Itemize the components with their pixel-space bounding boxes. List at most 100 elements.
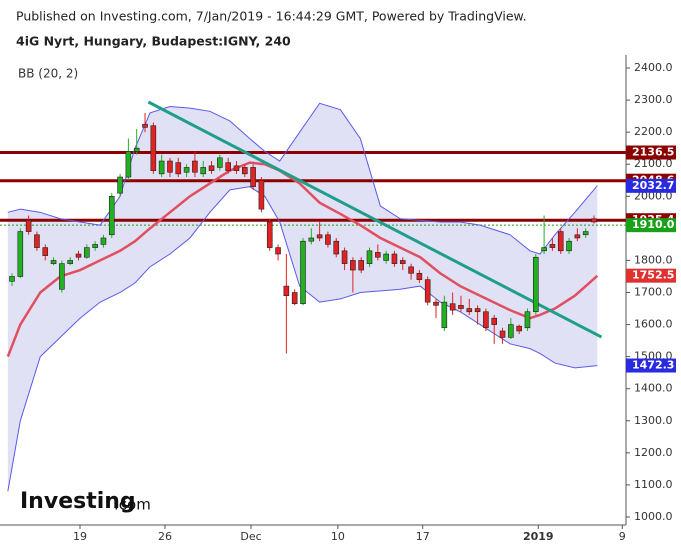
candle-body <box>275 247 281 255</box>
candle-body <box>433 301 439 306</box>
y-tick-label: 1400.0 <box>634 382 673 395</box>
candle-body <box>508 324 514 338</box>
candle-body <box>75 253 82 258</box>
publisher-line: Published on Investing.com, 7/Jan/2019 -… <box>16 9 527 24</box>
candle-body <box>142 123 148 128</box>
candle-body <box>341 250 348 264</box>
y-tick-label: 2100.0 <box>634 157 673 170</box>
candle-body <box>50 260 57 264</box>
candle-body <box>325 234 331 245</box>
x-tick-label: 9 <box>619 530 626 543</box>
candle-body <box>250 167 256 187</box>
candle-body <box>92 244 98 248</box>
candle-body <box>233 165 240 171</box>
candle-body <box>25 220 32 232</box>
y-tick-label: 2400.0 <box>634 61 673 74</box>
price-label: 1752.5 <box>632 269 674 282</box>
plot-area: 1000.01100.01200.01300.01400.01500.01600… <box>0 55 676 543</box>
candle-body <box>175 162 182 175</box>
x-tick-label: 10 <box>331 530 345 543</box>
price-label: 2032.7 <box>632 179 674 192</box>
candle-body <box>316 234 323 239</box>
level-label: 1910.0 <box>632 218 675 231</box>
y-tick-label: 2200.0 <box>634 125 673 138</box>
x-tick-label: 26 <box>158 530 172 543</box>
x-tick-label: 2019 <box>523 530 554 543</box>
candle-body <box>391 253 398 264</box>
candle-body <box>200 167 207 175</box>
candle-body <box>283 285 290 297</box>
candle-body <box>350 260 356 271</box>
candle-body <box>358 260 364 271</box>
candle-body <box>258 179 265 210</box>
x-tick-label: 17 <box>416 530 430 543</box>
candle-body <box>549 244 556 248</box>
band-line <box>7 186 598 492</box>
candle-body <box>483 311 489 329</box>
level-label-bg <box>626 145 676 160</box>
candle-body <box>591 218 597 223</box>
indicator-legend: BB (20, 2) <box>18 67 78 81</box>
band-line <box>7 102 598 255</box>
candle-body <box>241 167 248 175</box>
price-label-bg <box>626 268 676 283</box>
candle-body <box>125 151 132 178</box>
level-label-bg <box>626 218 676 233</box>
candle-body <box>117 176 123 194</box>
candle-body <box>291 292 298 305</box>
candle-body <box>408 266 414 274</box>
candle-body <box>67 260 73 264</box>
candle-body <box>133 147 140 152</box>
candle-body <box>557 231 564 252</box>
x-tick-label: Dec <box>240 530 261 543</box>
y-tick-label: 1300.0 <box>634 414 673 427</box>
candle-body <box>100 237 107 245</box>
logo-name: Investing <box>20 489 136 514</box>
candle-body <box>541 247 547 252</box>
candle-body <box>17 231 24 277</box>
candle-body <box>474 308 481 313</box>
candle-body <box>225 162 231 171</box>
candle-body <box>424 279 431 303</box>
price-label-bg <box>626 358 676 373</box>
trendline <box>147 100 603 339</box>
y-tick-label: 2300.0 <box>634 93 673 106</box>
y-tick-label: 1000.0 <box>634 510 673 523</box>
band-fill <box>7 103 598 492</box>
y-tick-label: 1600.0 <box>634 318 673 331</box>
candle-body <box>84 247 90 258</box>
candle-body <box>532 256 539 313</box>
candle-body <box>574 234 581 239</box>
candle-body <box>208 165 215 171</box>
candle-body <box>466 308 473 313</box>
candle-body <box>449 303 456 311</box>
candle-body <box>34 234 40 248</box>
candle-body <box>59 263 65 290</box>
candle-body <box>108 195 115 236</box>
candle-body <box>383 253 389 261</box>
candle-body <box>183 167 190 173</box>
candle-body <box>150 125 157 171</box>
candle-body <box>192 160 198 173</box>
candle-body <box>416 272 423 280</box>
level-label: 2136.5 <box>632 146 674 159</box>
candle-body <box>516 325 522 332</box>
chart-title: 4iG Nyrt, Hungary, Budapest:IGNY, 240 <box>16 34 291 49</box>
y-tick-label: 1800.0 <box>634 253 673 266</box>
candle-body <box>300 240 306 305</box>
logo-suffix: .com <box>114 496 151 514</box>
candle-body <box>491 317 498 325</box>
candle-body <box>158 160 165 175</box>
x-tick-label: 19 <box>73 530 87 543</box>
candle-body <box>399 260 406 264</box>
candle-body <box>458 305 464 309</box>
candle-body <box>499 330 506 338</box>
candle-body <box>441 301 448 329</box>
price-label: 1472.3 <box>632 359 674 372</box>
candle-body <box>333 240 340 255</box>
band-line <box>6 161 599 358</box>
candle-body <box>9 276 15 282</box>
candle-body <box>308 237 315 242</box>
y-tick-label: 1200.0 <box>634 446 673 459</box>
